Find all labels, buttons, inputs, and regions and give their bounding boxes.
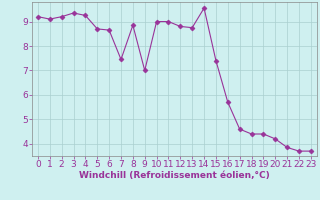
X-axis label: Windchill (Refroidissement éolien,°C): Windchill (Refroidissement éolien,°C) [79,171,270,180]
